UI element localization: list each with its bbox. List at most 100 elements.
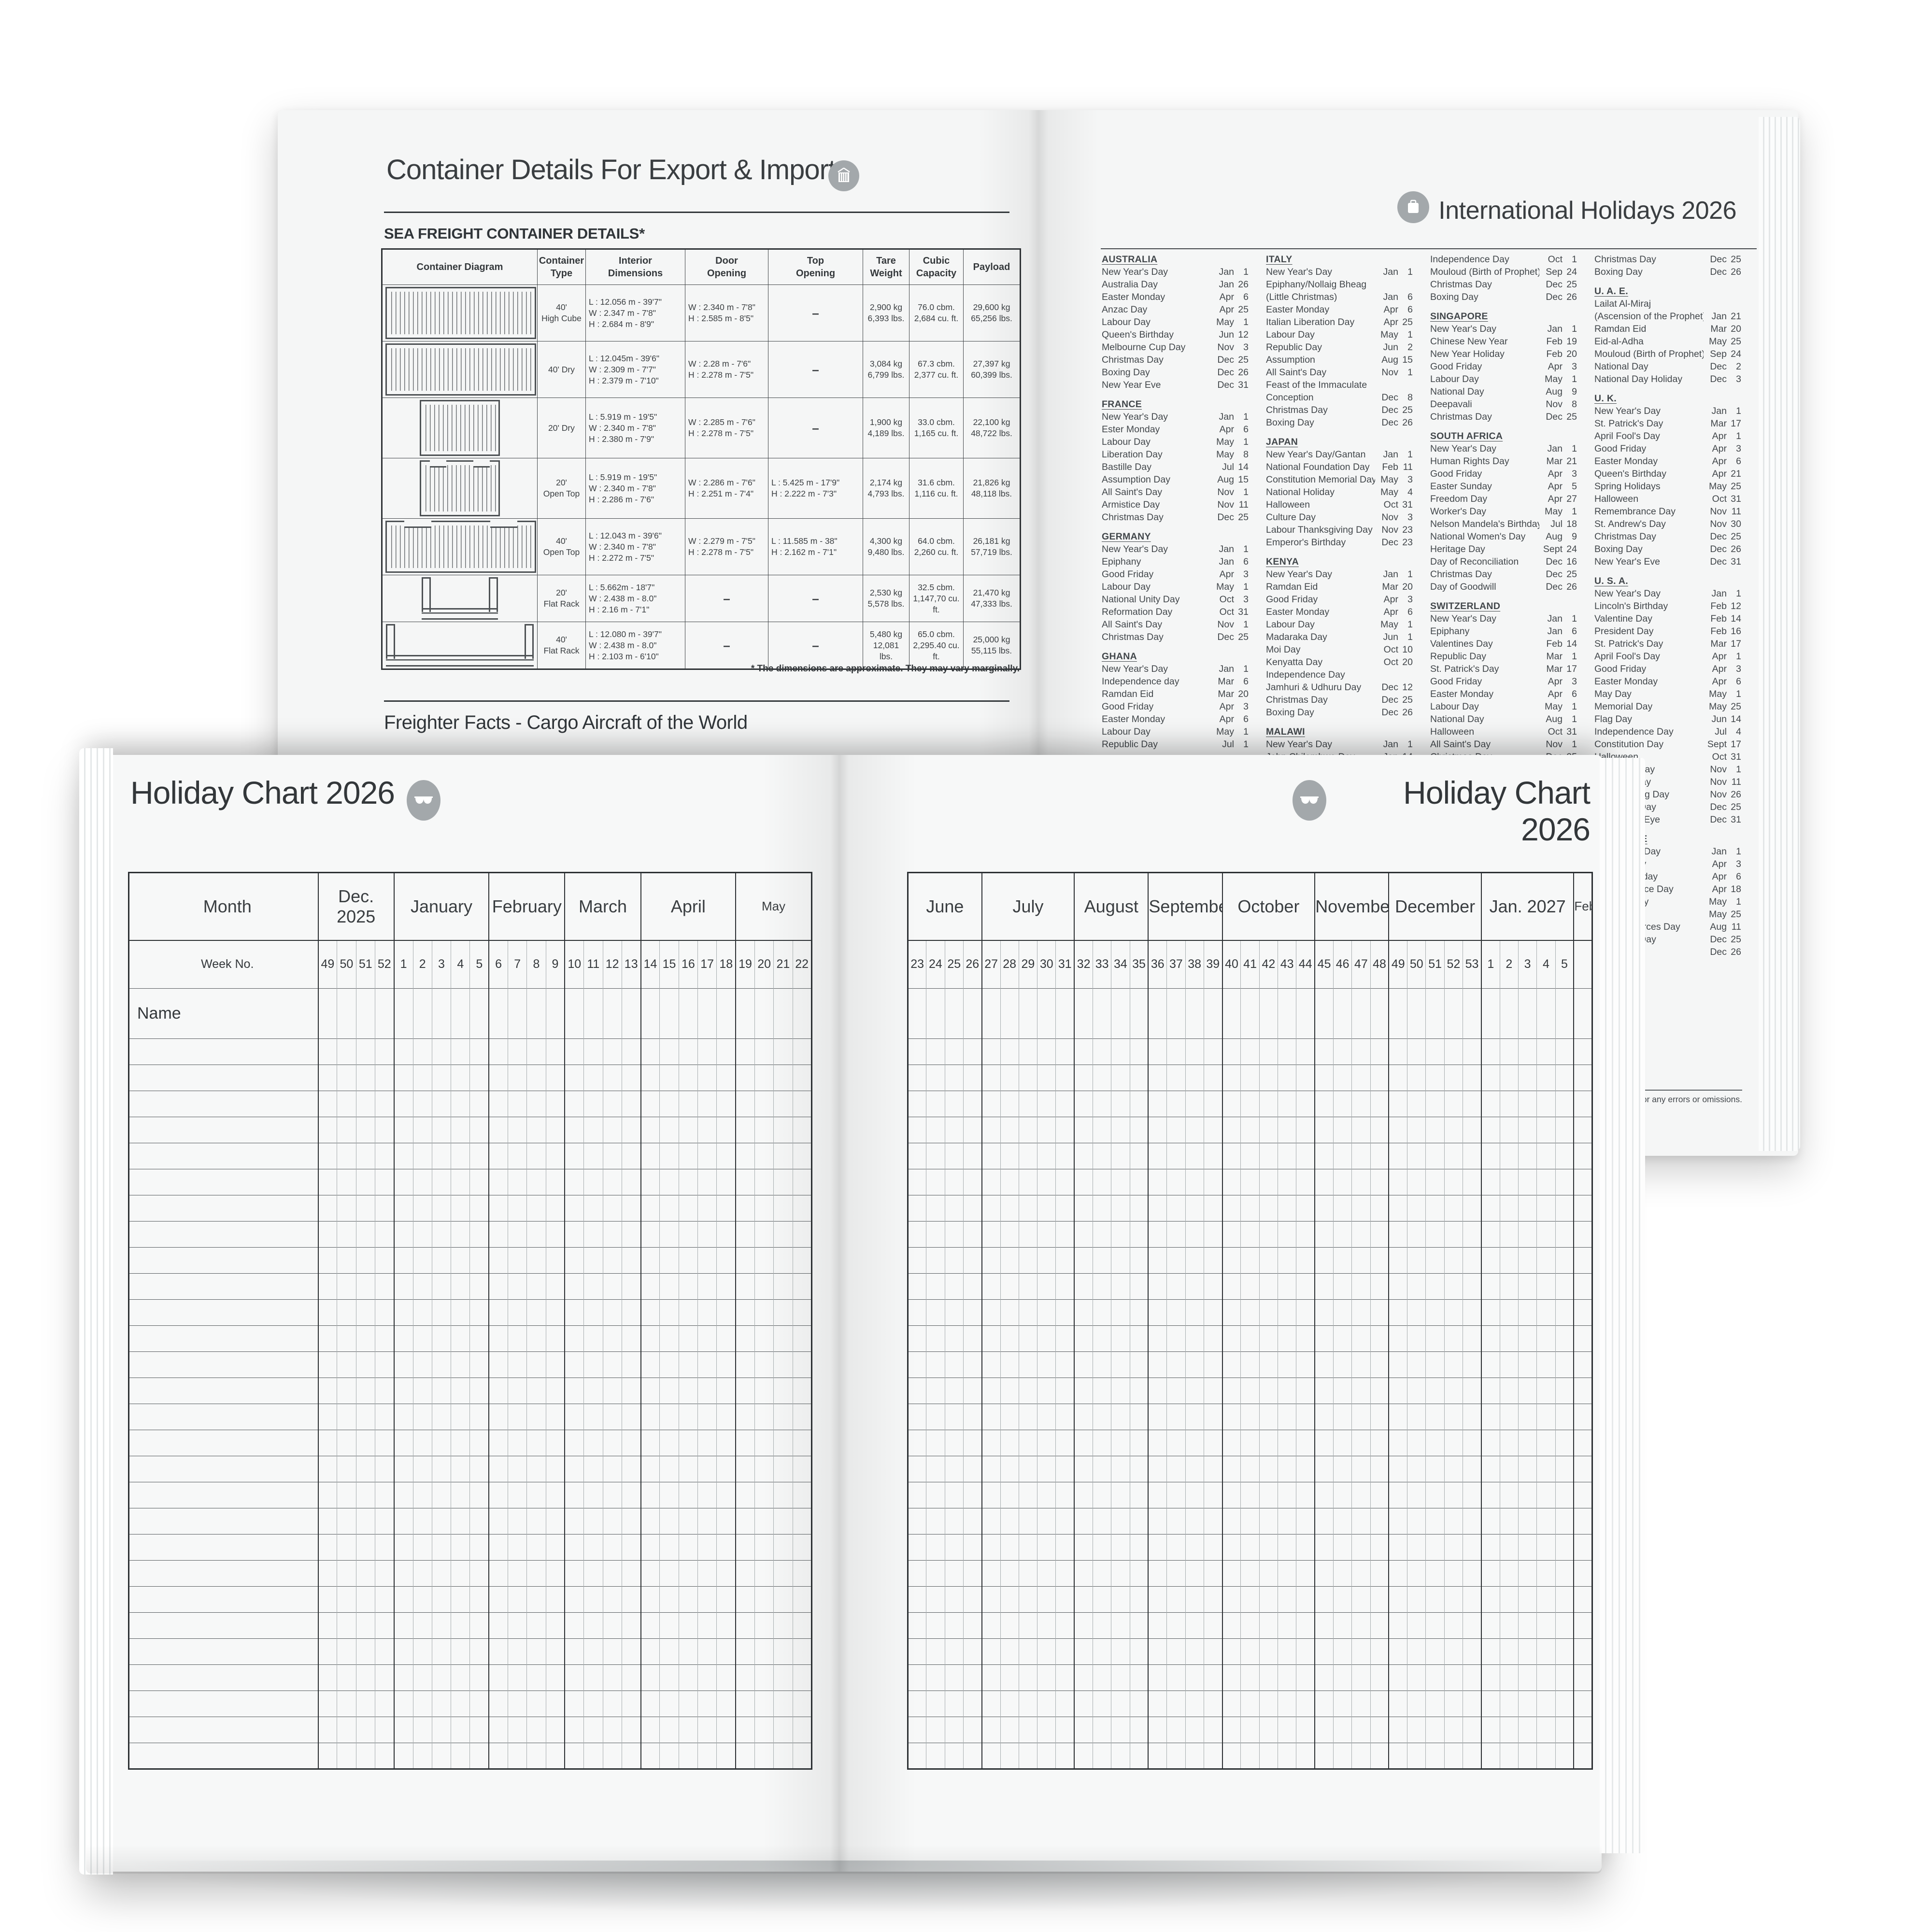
chart-grid-cell — [1333, 1117, 1352, 1143]
top-opening-cell: – — [768, 398, 863, 458]
chart-grid-cell — [393, 1065, 413, 1091]
chart-grid-cell — [1148, 1743, 1167, 1769]
chart-grid-cell — [1074, 1143, 1093, 1169]
chart-grid-cell — [735, 1560, 755, 1587]
interior-dimensions-cell: L : 12.043 m - 39'6" W : 2.340 m - 7'8" H … — [585, 518, 685, 575]
chart-grid-cell — [1573, 1430, 1592, 1456]
chart-grid-cell — [735, 988, 755, 1039]
container-diagram-long-open — [385, 521, 536, 573]
chart-grid-cell — [640, 1091, 660, 1117]
chart-grid-cell — [716, 1664, 736, 1691]
chart-grid-cell — [908, 1482, 926, 1508]
chart-grid-cell — [1370, 1482, 1389, 1508]
chart-grid-cell — [963, 1638, 982, 1665]
chart-grid-cell — [1185, 1351, 1204, 1378]
chart-grid-cell — [1000, 1065, 1019, 1091]
chart-grid-cell — [1222, 1169, 1241, 1195]
chart-grid-cell — [1463, 1560, 1481, 1587]
chart-grid-cell — [1555, 1430, 1574, 1456]
chart-grid-cell — [1222, 1612, 1241, 1639]
chart-grid-cell — [926, 1325, 945, 1352]
chart-grid-cell — [508, 1743, 527, 1769]
chart-grid-cell — [1203, 1247, 1222, 1274]
chart-grid-cell — [1129, 1143, 1149, 1169]
chart-grid-cell — [1351, 1717, 1371, 1743]
chart-grid-cell — [602, 1664, 622, 1691]
chart-grid-cell — [583, 1038, 603, 1065]
holiday-item: St. Patrick's Day Mar 17 — [1430, 664, 1577, 674]
chart-grid-cell — [583, 1664, 603, 1691]
column-header: Top Opening — [768, 249, 863, 285]
chart-grid-cell — [1259, 1299, 1278, 1326]
chart-grid-cell — [640, 1508, 660, 1534]
chart-grid-cell — [735, 1743, 755, 1769]
chart-grid-cell — [469, 1273, 489, 1300]
chart-grid-cell — [659, 1717, 679, 1743]
chart-grid-cell — [678, 1195, 698, 1222]
chart-grid-cell — [1480, 1404, 1500, 1430]
chart-grid-cell — [621, 1430, 641, 1456]
week-number-cell: 46 — [1333, 940, 1352, 989]
chart-grid-cell — [1425, 1430, 1445, 1456]
type-cell: 40' Dry — [537, 341, 586, 398]
holiday-item: Queen's Birthday Apr 21 — [1594, 469, 1741, 479]
chart-grid-cell — [1092, 1690, 1111, 1717]
chart-grid-cell — [564, 1560, 584, 1587]
chart-grid-cell — [1573, 1534, 1592, 1561]
chart-grid-cell — [1185, 1690, 1204, 1717]
chart-grid-cell — [621, 1404, 641, 1430]
chart-grid-cell — [1055, 1273, 1075, 1300]
chart-grid-cell — [1055, 988, 1075, 1039]
chart-grid-cell — [1222, 1664, 1241, 1691]
chart-grid-cell — [469, 1430, 489, 1456]
holiday-chart-table-right: JuneJulyAugustSeptemberOctoberNovemberDe… — [907, 872, 1593, 1770]
chart-grid-cell — [1018, 1273, 1037, 1300]
chart-grid-cell — [1278, 1195, 1296, 1222]
chart-grid-cell — [508, 1273, 527, 1300]
chart-grid-cell — [1370, 1508, 1389, 1534]
chart-grid-cell — [374, 1404, 394, 1430]
chart-grid-cell — [792, 1169, 812, 1195]
chart-grid-cell — [488, 1091, 508, 1117]
chart-data-row — [128, 1717, 812, 1743]
chart-grid-cell — [926, 1091, 945, 1117]
chart-grid-cell — [1278, 1638, 1296, 1665]
chart-grid-cell — [1222, 1247, 1241, 1274]
holiday-item: Constitution Day Sept 17 — [1594, 739, 1741, 750]
chart-grid-cell — [1148, 1717, 1167, 1743]
section-heading: SEA FREIGHT CONTAINER DETAILS* — [384, 225, 645, 242]
chart-grid-cell — [659, 1169, 679, 1195]
chart-grid-cell — [1000, 1717, 1019, 1743]
chart-data-row — [908, 1038, 1592, 1065]
chart-grid-cell — [564, 988, 584, 1039]
chart-grid-cell — [317, 1586, 337, 1613]
chart-grid-cell — [1296, 1508, 1315, 1534]
chart-grid-cell — [621, 1664, 641, 1691]
chart-grid-cell — [451, 1612, 470, 1639]
chart-grid-cell — [1222, 1091, 1241, 1117]
chart-grid-cell — [621, 1482, 641, 1508]
chart-grid-cell — [1370, 1404, 1389, 1430]
chart-grid-cell — [545, 1534, 565, 1561]
chart-grid-cell — [355, 1560, 375, 1587]
chart-grid-cell — [583, 1378, 603, 1404]
chart-grid-cell — [1370, 1325, 1389, 1352]
chart-grid-cell — [1573, 1117, 1592, 1143]
chart-grid-cell — [1129, 1378, 1149, 1404]
chart-grid-cell — [773, 1534, 793, 1561]
chart-grid-cell — [1222, 1743, 1241, 1769]
chart-grid-cell — [1259, 1247, 1278, 1274]
chart-data-row — [908, 1247, 1592, 1274]
chart-grid-cell — [1037, 1612, 1056, 1639]
chart-grid-cell — [583, 1065, 603, 1091]
chart-grid-cell — [451, 1195, 470, 1222]
week-number-cell: 41 — [1240, 940, 1260, 989]
chart-grid-cell — [1518, 1325, 1537, 1352]
chart-grid-cell — [451, 1638, 470, 1665]
chart-grid-cell — [1296, 1743, 1315, 1769]
chart-grid-cell — [1333, 1221, 1352, 1248]
row-label-cell — [128, 1273, 319, 1300]
chart-grid-cell — [1555, 1117, 1574, 1143]
chart-grid-cell — [1074, 1664, 1093, 1691]
